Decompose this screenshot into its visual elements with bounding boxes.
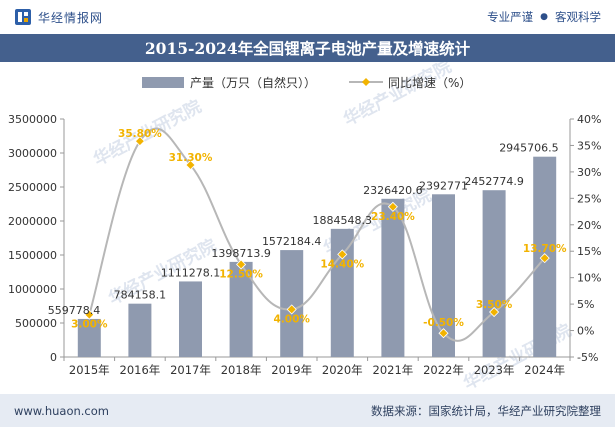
y-left-tick-label: 1000000 [8, 283, 57, 296]
growth-rate-marker [489, 306, 500, 318]
growth-rate-label: 35.80% [118, 128, 162, 140]
y-left-tick-label: 2500000 [8, 181, 57, 194]
bar [432, 194, 455, 357]
bar-value-label: 1398713.9 [211, 247, 271, 260]
tag-professional: 专业严谨 [487, 10, 534, 24]
bullet-icon: ● [540, 12, 548, 22]
growth-rate-label: 14.40% [320, 258, 364, 270]
y-right-tick-label: 10% [577, 272, 601, 285]
bar [330, 228, 354, 357]
bar-value-label: 2452774.9 [464, 175, 524, 188]
y-left-tick-label: 3500000 [8, 113, 57, 126]
top-bar: 华经情报网 专业严谨 ● 客观科学 [0, 0, 615, 34]
y-left-tick-label: 500000 [15, 317, 57, 330]
growth-rate-marker [134, 136, 145, 147]
legend-bar-label: 产量（万只（自然只）） [190, 75, 316, 90]
bar-value-label: 784158.1 [114, 289, 167, 302]
bar-value-label: 1111278.1 [161, 266, 221, 279]
x-tick-label: 2019年 [271, 363, 312, 377]
x-tick-label: 2024年 [524, 363, 565, 377]
y-left-tick-label: 1500000 [8, 249, 57, 262]
x-tick-label: 2016年 [120, 363, 161, 377]
growth-rate-label: 31.30% [169, 152, 213, 164]
bar-value-label: 559778.4 [48, 304, 101, 317]
y-right-tick-label: 40% [577, 113, 601, 126]
growth-rate-marker [438, 328, 449, 339]
x-tick-label: 2023年 [474, 363, 515, 377]
y-right-tick-label: 30% [577, 166, 601, 179]
bar-value-label: 1884548.3 [313, 214, 373, 227]
combo-chart: 华经产业研究院华经产业研究院华经产业研究院华经产业研究院华经产业研究院产量（万只… [8, 62, 601, 394]
x-tick-label: 2020年 [322, 363, 363, 377]
bar-value-label: 1572184.4 [262, 235, 322, 248]
y-right-tick-label: -5% [577, 351, 598, 364]
bar [280, 250, 304, 357]
growth-rate-marker [185, 159, 196, 171]
bar [77, 318, 101, 357]
y-right-tick-label: 0% [577, 325, 594, 338]
y-left-tick-label: 3000000 [8, 147, 57, 160]
growth-rate-label: 3.50% [476, 299, 513, 311]
bar-value-label: 2392771 [419, 179, 468, 192]
x-tick-label: 2021年 [373, 363, 414, 377]
tag-objective: 客观科学 [555, 10, 601, 24]
growth-rate-label: 12.50% [219, 268, 263, 280]
x-tick-label: 2015年 [69, 363, 110, 377]
chart-title-bar: 2015-2024年全国锂离子电池产量及增速统计 [0, 34, 615, 62]
bar [128, 303, 152, 357]
y-right-tick-label: 20% [577, 219, 601, 232]
growth-rate-marker [286, 304, 297, 315]
y-right-tick-label: 25% [577, 192, 601, 205]
growth-rate-marker [236, 259, 247, 270]
bar [229, 261, 253, 357]
watermark-1: 华经产业研究院 [340, 62, 455, 130]
y-left-tick-label: 2000000 [8, 215, 57, 228]
x-tick-label: 2022年 [423, 363, 464, 377]
growth-rate-marker [84, 309, 95, 320]
bar [381, 198, 405, 357]
y-right-tick-label: 15% [577, 245, 601, 258]
growth-rate-label: -0.50% [423, 317, 464, 329]
bar [179, 281, 202, 357]
brand-name: 华经情报网 [38, 10, 104, 25]
legend-line-label: 同比增速（%） [388, 76, 471, 90]
header-tags: 专业严谨 ● 客观科学 [487, 9, 601, 25]
growth-rate-label: 13.70% [523, 243, 567, 255]
footer-source: 数据来源：国家统计局，华经产业研究院整理 [371, 403, 601, 418]
footer-website-link[interactable]: www.huaon.com [14, 403, 109, 418]
bar-value-label: 2945706.5 [499, 142, 559, 155]
bar-value-label: 2326420.6 [363, 184, 423, 197]
chart-title: 2015-2024年全国锂离子电池产量及增速统计 [144, 39, 471, 58]
x-tick-label: 2018年 [221, 363, 262, 377]
footer-bar: www.huaon.com 数据来源：国家统计局，华经产业研究院整理 [0, 394, 615, 427]
growth-rate-label: 3.00% [71, 319, 108, 331]
legend-bar-swatch [142, 77, 184, 88]
growth-rate-marker [387, 201, 398, 212]
growth-rate-line [88, 127, 546, 342]
bar [482, 190, 506, 357]
legend-line-marker [362, 78, 370, 86]
growth-rate-marker [539, 253, 550, 264]
y-right-tick-label: 35% [577, 139, 601, 152]
growth-rate-label: 4.00% [273, 313, 310, 325]
growth-rate-marker [337, 249, 348, 260]
x-tick-label: 2017年 [170, 363, 211, 377]
huajing-logo-icon [15, 9, 31, 25]
y-right-tick-label: 5% [577, 298, 594, 311]
y-left-tick-label: 0 [50, 351, 57, 364]
growth-rate-label: 23.40% [371, 211, 415, 223]
brand: 华经情报网 [14, 8, 103, 26]
